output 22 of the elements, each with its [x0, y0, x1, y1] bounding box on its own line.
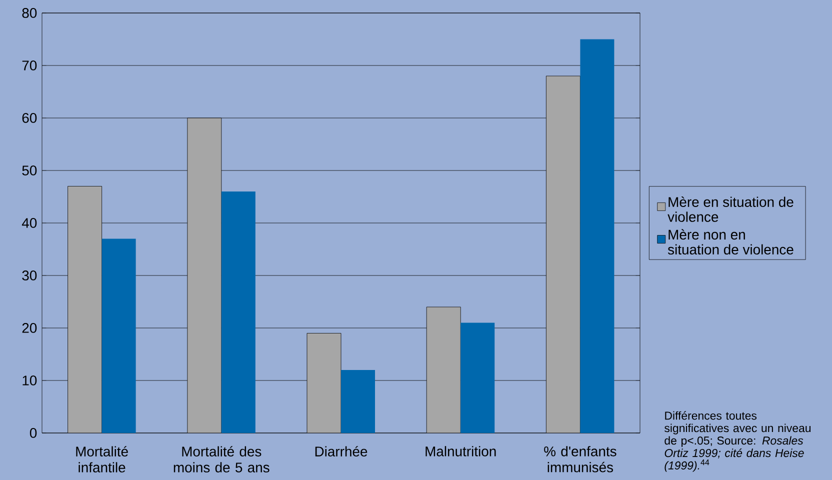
- y-tick-label: 80: [22, 8, 37, 18]
- y-tick-label: 60: [22, 113, 37, 123]
- bar: [580, 39, 614, 433]
- bar: [102, 238, 136, 433]
- bar: [221, 191, 256, 433]
- legend-label: Mère non en situation de violence: [668, 229, 794, 255]
- x-tick-label: Mortalité infantile: [76, 446, 128, 472]
- legend-label: Mère en situation de violence: [668, 196, 794, 222]
- y-tick-label: 40: [22, 218, 37, 228]
- bar: [460, 322, 495, 433]
- x-tick-label: Diarrhée: [315, 446, 368, 456]
- bar: [341, 370, 376, 433]
- y-tick-label: 20: [22, 323, 37, 333]
- y-tick-label: 30: [22, 270, 37, 280]
- text: Différences toutes significatives avec un niveau de p<.05; Source: Rosales Ortiz 1999; cité dans Heise (1999).$^{44}$: [664, 411, 811, 472]
- y-tick-label: 10: [22, 376, 37, 386]
- x-tick-label: Mortalité des moins de 5 ans: [174, 446, 270, 472]
- x-tick-label: % d'enfants immunisés: [544, 446, 616, 472]
- y-tick-label: 70: [22, 60, 37, 70]
- y-tick-label: 0: [30, 428, 37, 438]
- y-tick-label: 50: [22, 166, 37, 176]
- x-tick-label: Malnutrition: [426, 446, 496, 456]
